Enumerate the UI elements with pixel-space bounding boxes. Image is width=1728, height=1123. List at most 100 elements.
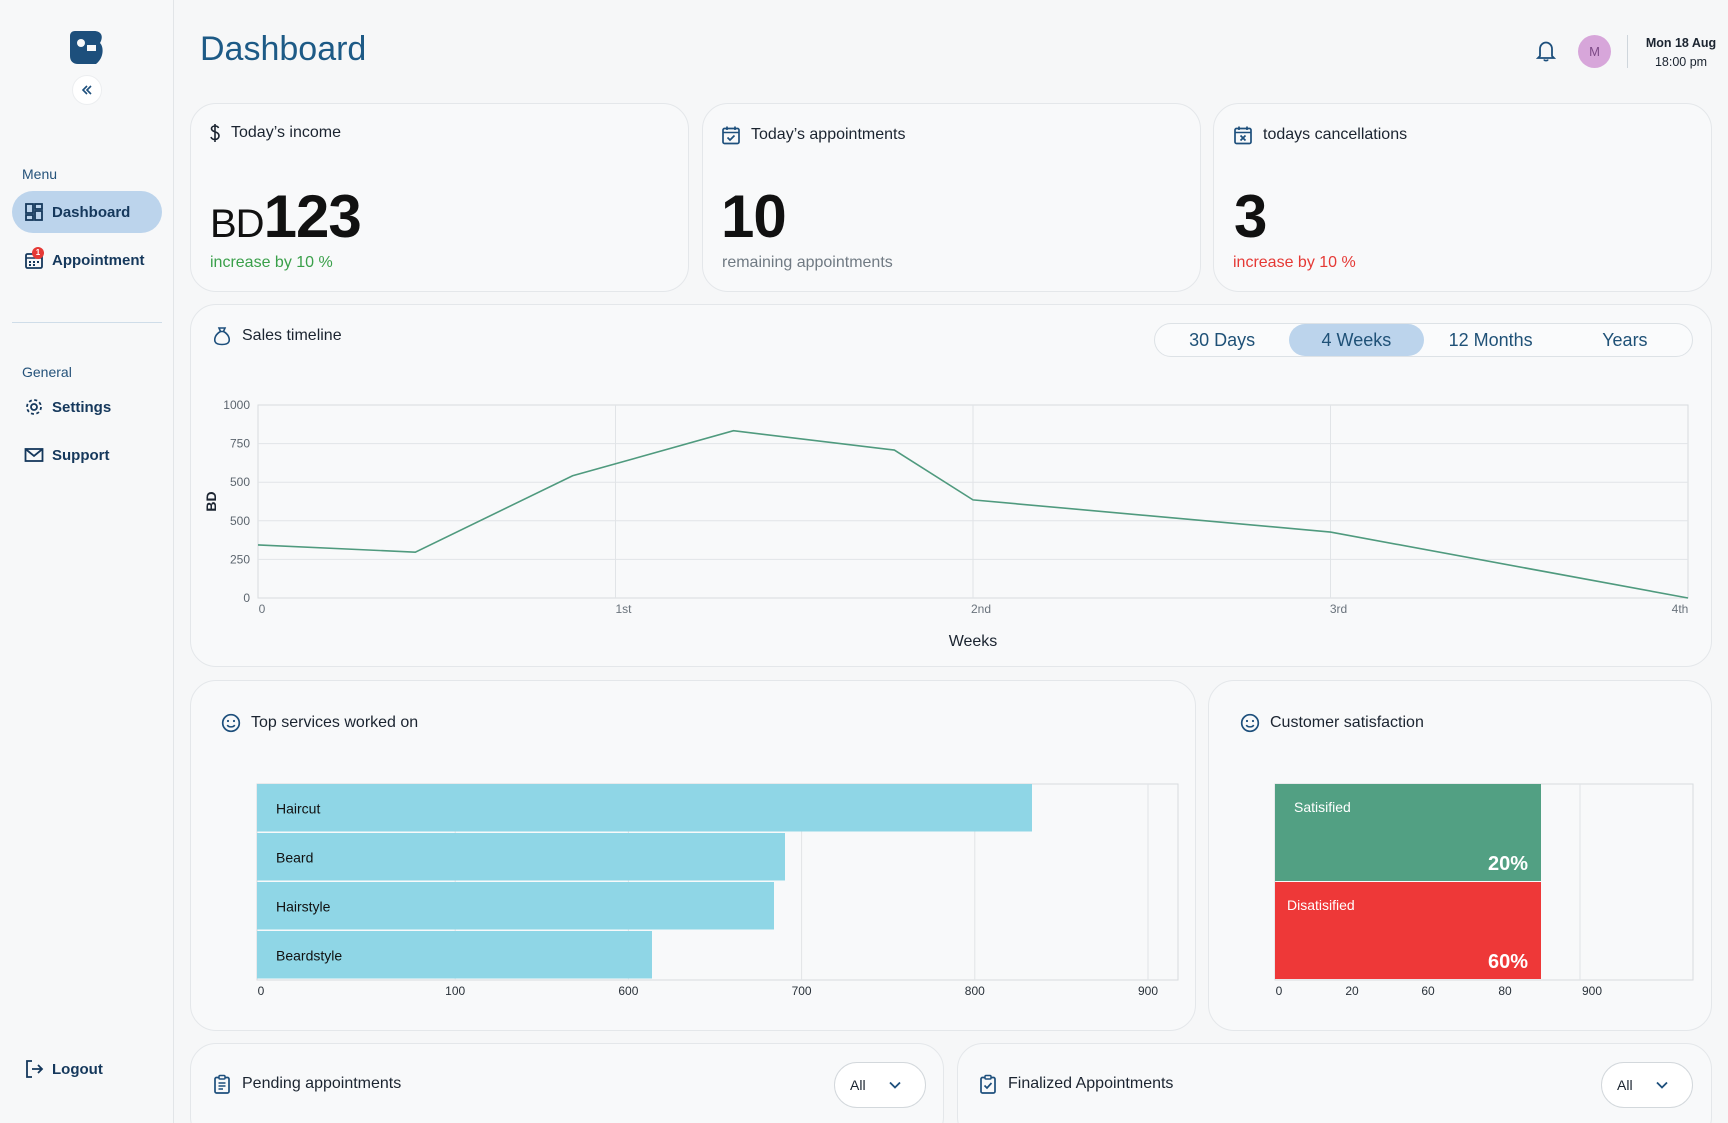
cancellations-card: todays cancellations 3 increase by 10 %	[1213, 103, 1712, 292]
range-selector: 30 Days 4 Weeks 12 Months Years	[1154, 323, 1693, 357]
cancellations-change: increase by 10 %	[1233, 254, 1356, 271]
x-tick-label: 80	[1498, 984, 1512, 998]
calendar-check-icon	[722, 126, 740, 145]
x-tick-label: 4th	[1672, 602, 1689, 616]
income-card: Today’s income BD123 increase by 10 %	[190, 103, 689, 292]
clipboard-icon	[214, 1074, 230, 1094]
bell-icon[interactable]	[1536, 40, 1556, 62]
pending-filter-value: All	[850, 1077, 866, 1093]
cancellations-title-text: todays cancellations	[1263, 126, 1408, 143]
sidebar-divider	[12, 322, 162, 323]
sales-series-line	[257, 429, 1689, 599]
sales-timeline-title: Sales timeline	[212, 326, 342, 346]
sidebar-item-label: Dashboard	[52, 203, 131, 221]
satisfaction-value-label: 60%	[1488, 951, 1528, 973]
x-tick-label: 800	[965, 984, 985, 998]
dollar-icon	[210, 124, 220, 142]
menu-heading: Menu	[22, 166, 58, 182]
collapse-sidebar-button[interactable]	[72, 75, 102, 105]
logout-icon	[26, 1060, 44, 1078]
pending-title: Pending appointments	[212, 1074, 401, 1094]
sidebar-item-logout[interactable]: Logout	[12, 1048, 162, 1090]
sidebar-item-label: Logout	[52, 1060, 103, 1078]
cancellations-card-title: todays cancellations	[1233, 125, 1407, 145]
x-tick-label: 2nd	[971, 602, 991, 616]
calendar-icon-wrap: 1	[24, 247, 44, 270]
chevron-down-icon	[1655, 1081, 1668, 1089]
currency-prefix: BD	[210, 202, 265, 246]
service-bar	[257, 833, 785, 881]
finalized-title-text: Finalized Appointments	[1008, 1075, 1174, 1092]
sidebar-item-label: Settings	[52, 398, 112, 416]
x-tick-label: 900	[1582, 984, 1602, 998]
service-bar	[257, 882, 774, 930]
y-axis-label: BD	[203, 491, 219, 511]
notification-badge: 1	[32, 247, 44, 259]
y-tick-label: 250	[230, 552, 250, 566]
appointments-title-text: Today’s appointments	[751, 126, 906, 143]
calendar-x-icon	[1234, 126, 1252, 145]
service-bar-label: Beard	[276, 850, 313, 866]
pending-title-text: Pending appointments	[242, 1075, 402, 1092]
income-title-text: Today’s income	[231, 124, 341, 141]
time-line: 18:00 pm	[1654, 55, 1708, 69]
money-bag-icon	[213, 327, 231, 346]
cancellations-value: 3	[1234, 183, 1267, 250]
top-services-title: Top services worked on	[221, 713, 418, 733]
x-tick-label: 900	[1138, 984, 1158, 998]
satisfaction-value-label: 20%	[1488, 853, 1528, 875]
services-bar-chart: 0 100 600 700 800 900 Haircut Beard Hairstyle Bea…	[256, 783, 1179, 998]
sidebar-item-appointment[interactable]: 1 Appointment	[12, 239, 162, 281]
satisfaction-bar-label: Disatisified	[1287, 897, 1355, 913]
pending-appointments-card: Pending appointments All	[190, 1043, 944, 1123]
x-tick-label: 700	[792, 984, 812, 998]
income-card-title: Today’s income	[209, 123, 341, 143]
y-tick-label: 500	[230, 514, 250, 528]
dissatisfied-bar	[1275, 882, 1541, 979]
appointments-remaining: remaining appointments	[722, 254, 893, 271]
service-bar-label: Beardstyle	[276, 948, 342, 964]
service-bar	[257, 931, 652, 979]
satisfaction-title: Customer satisfaction	[1240, 713, 1424, 733]
satisfaction-bar-label: Satisified	[1294, 799, 1351, 815]
x-tick-label: 20	[1345, 984, 1359, 998]
finalized-appointments-card: Finalized Appointments All	[957, 1043, 1712, 1123]
service-bar-label: Hairstyle	[276, 899, 331, 915]
y-tick-label: 500	[230, 475, 250, 489]
sidebar-item-dashboard[interactable]: Dashboard	[12, 191, 162, 233]
y-tick-label: 0	[243, 591, 250, 605]
range-12-months[interactable]: 12 Months	[1448, 329, 1533, 350]
header-divider	[1627, 35, 1628, 68]
sidebar-item-settings[interactable]: Settings	[12, 386, 162, 428]
appointments-value: 10	[721, 183, 787, 250]
sidebar-item-support[interactable]: Support	[12, 434, 162, 476]
service-bar-label: Haircut	[276, 801, 320, 817]
service-bar	[257, 784, 1032, 832]
sidebar: Menu Dashboard 1 Appointment General Set…	[0, 0, 174, 1123]
x-tick-label: 60	[1421, 984, 1435, 998]
x-tick-label: 100	[445, 984, 465, 998]
x-axis-label: Weeks	[949, 633, 998, 650]
sidebar-item-label: Support	[52, 446, 110, 464]
app-logo[interactable]	[70, 31, 104, 64]
range-4-weeks[interactable]: 4 Weeks	[1289, 324, 1424, 356]
x-tick-label: 0	[258, 984, 265, 998]
income-value: BD123	[210, 182, 362, 251]
range-years[interactable]: Years	[1602, 329, 1648, 350]
finalized-filter-dropdown[interactable]: All	[1601, 1062, 1693, 1108]
chevron-down-icon	[888, 1081, 901, 1089]
smile-icon	[221, 713, 241, 733]
x-tick-label: 1st	[615, 602, 632, 616]
gear-icon	[26, 399, 42, 415]
income-amount: 123	[263, 183, 362, 250]
y-tick-label: 750	[230, 437, 250, 451]
general-heading: General	[22, 364, 72, 380]
finalized-filter-value: All	[1617, 1077, 1633, 1093]
user-avatar[interactable]: M	[1578, 35, 1611, 68]
finalized-title: Finalized Appointments	[978, 1074, 1173, 1094]
income-change: increase by 10 %	[210, 254, 333, 271]
x-tick-label: 600	[618, 984, 638, 998]
pending-filter-dropdown[interactable]: All	[834, 1062, 926, 1108]
range-30-days[interactable]: 30 Days	[1189, 329, 1256, 350]
sidebar-item-label: Appointment	[52, 251, 145, 269]
